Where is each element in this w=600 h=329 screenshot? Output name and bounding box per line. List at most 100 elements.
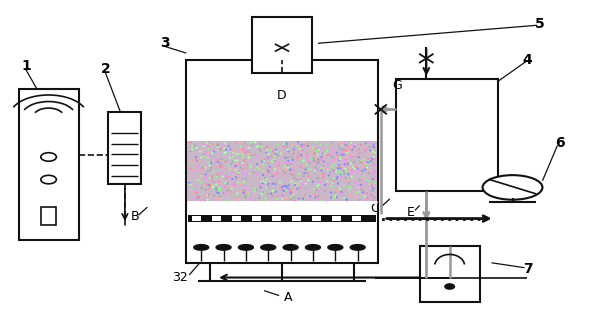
Point — [304, 140, 313, 146]
Point — [244, 150, 253, 155]
Point — [318, 155, 328, 160]
Point — [233, 180, 243, 185]
Point — [330, 168, 340, 173]
Text: 6: 6 — [556, 136, 565, 150]
Point — [356, 142, 365, 148]
Point — [251, 186, 260, 191]
Point — [311, 195, 320, 200]
Point — [194, 177, 203, 182]
Point — [332, 150, 341, 155]
Point — [319, 166, 328, 171]
Point — [356, 158, 366, 163]
Point — [242, 167, 252, 173]
Point — [231, 151, 241, 157]
Point — [280, 141, 289, 146]
Point — [283, 165, 293, 170]
Point — [369, 142, 379, 147]
Point — [239, 190, 248, 195]
Point — [215, 147, 224, 152]
Point — [316, 179, 325, 185]
Point — [338, 152, 348, 158]
Point — [233, 170, 243, 175]
Point — [327, 140, 337, 145]
Point — [262, 149, 271, 155]
Point — [345, 143, 355, 149]
Point — [239, 197, 248, 202]
Point — [337, 142, 347, 147]
Point — [305, 161, 314, 166]
Point — [191, 161, 200, 166]
Point — [190, 196, 199, 201]
Point — [233, 197, 243, 202]
Point — [270, 152, 280, 157]
Point — [246, 164, 256, 170]
Point — [235, 169, 244, 174]
Point — [335, 154, 345, 160]
Point — [204, 192, 214, 197]
Point — [288, 172, 298, 177]
Point — [265, 170, 274, 175]
Point — [335, 157, 345, 162]
Point — [352, 190, 361, 195]
Point — [221, 176, 231, 181]
Point — [357, 182, 367, 188]
Point — [185, 140, 195, 145]
Point — [293, 177, 302, 182]
Point — [359, 173, 368, 179]
Point — [275, 193, 284, 199]
Point — [214, 180, 223, 185]
Point — [293, 155, 302, 161]
Point — [271, 189, 280, 194]
Point — [259, 158, 269, 164]
Point — [258, 163, 268, 168]
Point — [325, 153, 334, 158]
Point — [201, 187, 211, 192]
Point — [326, 195, 336, 200]
Point — [217, 164, 227, 169]
Point — [317, 165, 326, 170]
Point — [361, 144, 371, 149]
Point — [223, 198, 232, 203]
Point — [228, 149, 238, 155]
Point — [355, 185, 365, 190]
Point — [359, 157, 368, 162]
Point — [192, 168, 202, 173]
Point — [323, 165, 332, 171]
Point — [294, 196, 304, 201]
Text: D: D — [277, 89, 287, 102]
Point — [309, 159, 319, 164]
Point — [319, 187, 328, 192]
Point — [256, 185, 265, 190]
Point — [219, 146, 229, 151]
Point — [197, 186, 206, 191]
Point — [282, 144, 292, 149]
Point — [336, 145, 346, 150]
Point — [230, 149, 239, 155]
Point — [317, 154, 326, 160]
Point — [355, 189, 364, 194]
Point — [252, 165, 262, 170]
Point — [190, 187, 199, 192]
Point — [289, 146, 299, 152]
Point — [217, 156, 226, 162]
Point — [193, 195, 202, 201]
Point — [199, 174, 208, 179]
Point — [283, 195, 293, 201]
Bar — [187, 141, 377, 202]
Point — [229, 150, 238, 155]
Point — [254, 195, 264, 201]
Point — [241, 193, 250, 199]
Point — [332, 194, 342, 200]
Point — [339, 171, 349, 176]
Point — [274, 163, 284, 168]
Point — [236, 146, 245, 151]
Point — [236, 189, 246, 194]
Point — [334, 162, 344, 167]
Point — [352, 154, 361, 160]
Point — [370, 156, 379, 161]
Point — [356, 183, 365, 188]
Point — [196, 197, 205, 203]
Point — [311, 192, 320, 197]
Point — [226, 148, 235, 153]
Point — [295, 156, 304, 161]
